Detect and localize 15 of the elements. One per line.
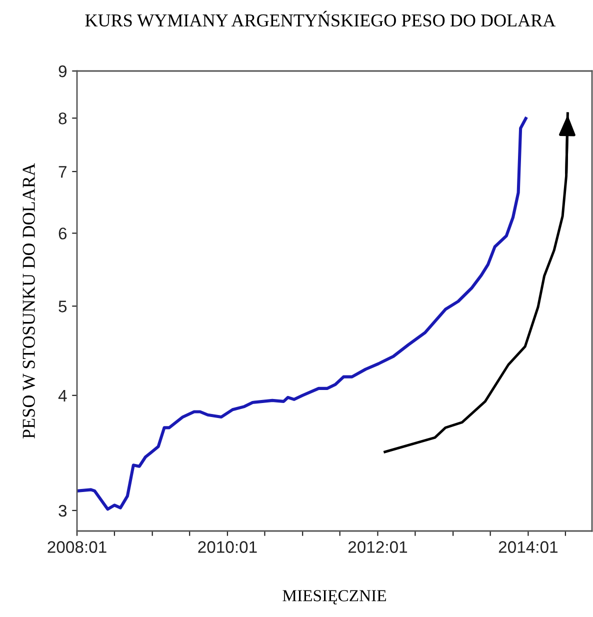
y-tick-label: 3 xyxy=(58,504,67,517)
x-tick-label: 2010:01 xyxy=(198,541,257,553)
x-tick-label: 2014:01 xyxy=(498,541,558,553)
line-series xyxy=(77,116,528,511)
y-tick-label: 4 xyxy=(58,390,67,402)
x-axis-title: MIESIĘCZNIE xyxy=(282,590,386,604)
y-tick-label: 5 xyxy=(58,300,67,312)
y-axis-title: PESO W STOSUNKU DO DOLARA xyxy=(22,163,35,438)
y-tick-label: 8 xyxy=(58,112,67,124)
y-tick-label: 6 xyxy=(58,228,67,240)
chart-title: KURS WYMIANY ARGENTYŃSKIEGO PESO DO DOLARA xyxy=(85,10,556,27)
y-tick-label: 9 xyxy=(58,65,66,78)
y-tick-label: 7 xyxy=(58,166,66,178)
x-tick-label: 2008:01 xyxy=(48,541,106,553)
x-tick-label: 2012:01 xyxy=(348,541,408,553)
